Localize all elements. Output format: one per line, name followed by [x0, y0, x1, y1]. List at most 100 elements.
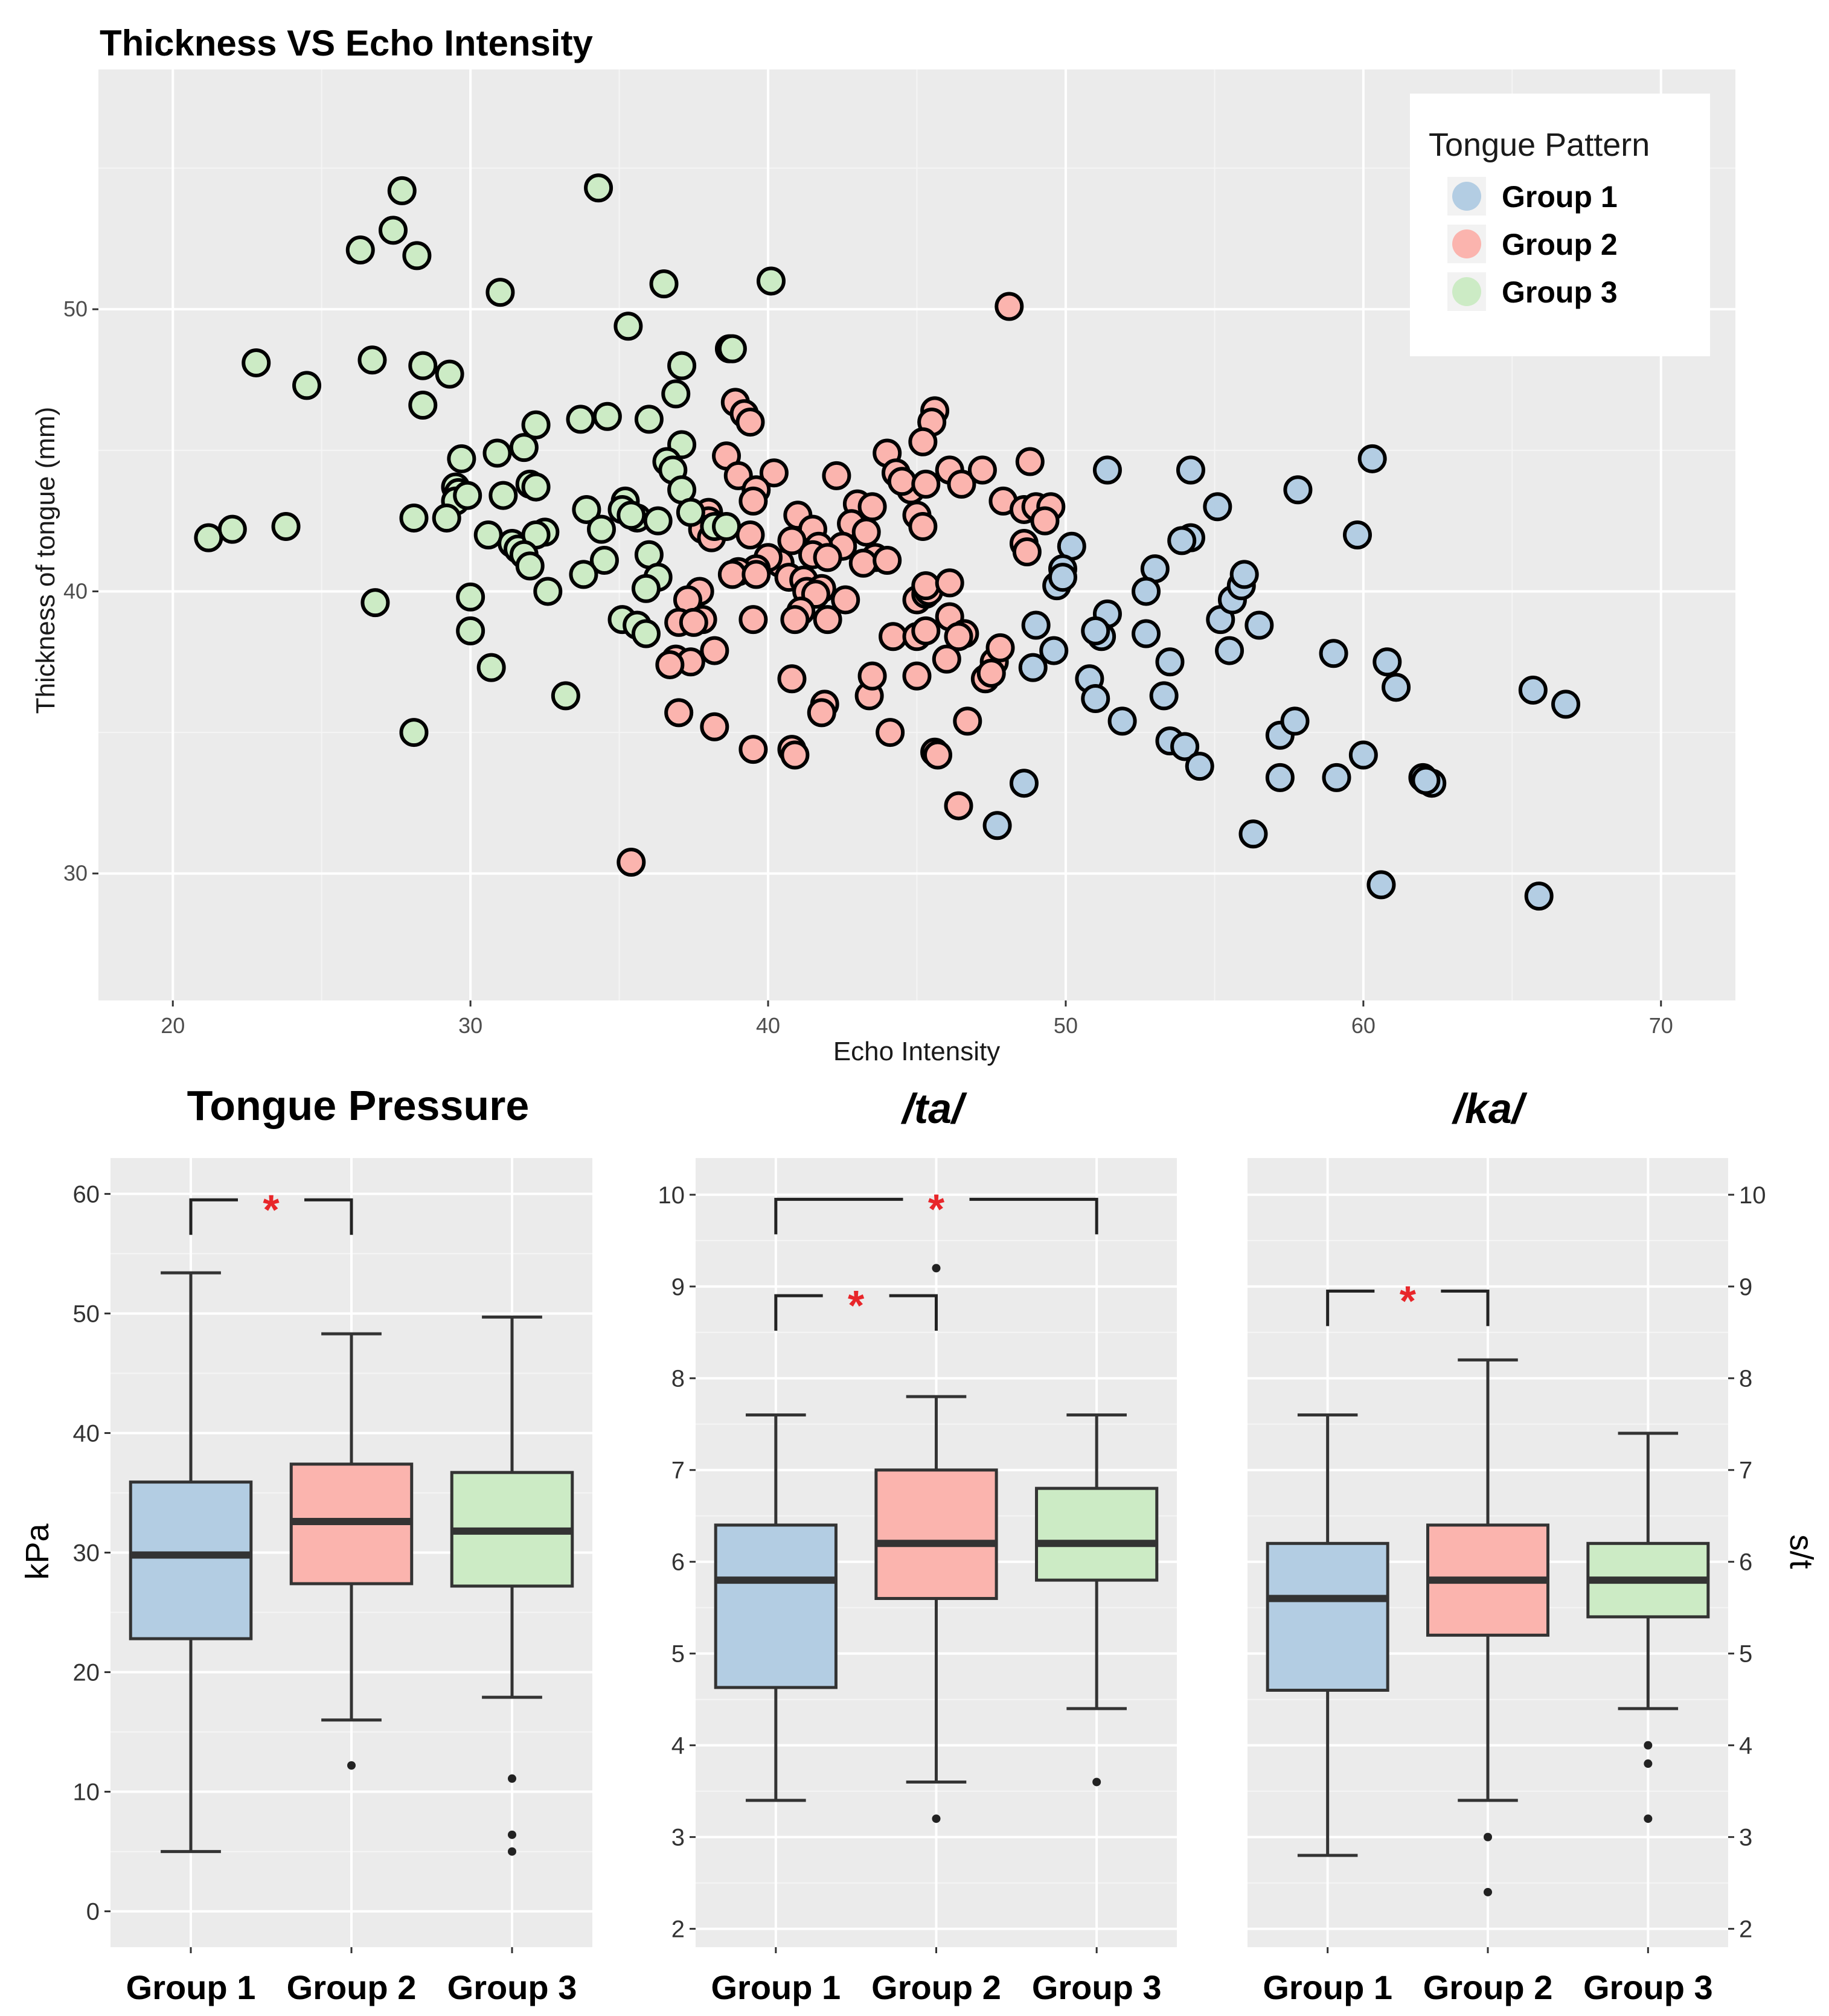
point-group-1 [1092, 455, 1122, 485]
outlier-point [932, 1264, 941, 1273]
point-group-3 [360, 588, 390, 618]
point-group-2 [908, 427, 938, 456]
significance-asterisk: * [1400, 1277, 1417, 1324]
iqr-box [714, 1523, 838, 1689]
x-tick-label: 70 [1649, 1013, 1673, 1038]
outlier-point [1644, 1759, 1653, 1768]
point-group-3 [676, 498, 705, 527]
point-group-1 [1132, 619, 1161, 648]
x-tick-label: 30 [458, 1013, 482, 1038]
point-group-1 [1009, 769, 1039, 798]
point-group-2 [944, 622, 973, 651]
x-tick-label: Group 3 [1032, 1968, 1162, 2006]
x-tick-label: 40 [756, 1013, 780, 1038]
y-tick-label: 2 [1739, 1916, 1752, 1943]
point-group-2 [831, 585, 860, 615]
point-group-2 [780, 605, 810, 635]
point-group-3 [476, 653, 506, 682]
bracket-right [304, 1198, 353, 1235]
bracket-right [1441, 1289, 1490, 1326]
outlier-point [508, 1774, 516, 1783]
x-tick-label: Group 3 [1583, 1968, 1713, 2006]
point-group-2 [944, 791, 973, 821]
y-tick-label: 2 [671, 1916, 685, 1943]
y-tick-label: 50 [73, 1301, 100, 1327]
outlier-point [1484, 1832, 1492, 1842]
box-group-2 [1426, 1358, 1549, 1896]
point-group-3 [521, 472, 551, 502]
y-tick-label: 4 [1739, 1733, 1752, 1759]
x-tick-label: Group 1 [711, 1968, 841, 2006]
point-group-3 [408, 391, 438, 420]
legend-items: Group 1 Group 2 Group 3 [1447, 177, 1618, 311]
point-group-3 [292, 371, 322, 400]
scatter-y-axis-label: Thickness of tongue (mm) [31, 407, 60, 714]
point-group-2 [923, 740, 953, 770]
point-group-3 [242, 348, 271, 377]
x-tick-label: Group 3 [447, 1968, 577, 2006]
point-group-1 [1167, 526, 1197, 555]
point-group-3 [667, 351, 697, 380]
point-group-2 [1030, 506, 1060, 536]
legend-label-3: Group 3 [1502, 275, 1618, 309]
bracket-right [889, 1294, 938, 1331]
scatter-legend: Tongue Pattern Group 1 Group 2 Group 3 [1410, 94, 1710, 356]
point-group-3 [509, 433, 539, 462]
point-group-2 [700, 636, 729, 665]
iqr-box [129, 1480, 253, 1640]
y-tick-label: 7 [671, 1458, 685, 1484]
point-group-1 [1348, 740, 1378, 770]
x-tick-label: Group 2 [287, 1968, 417, 2006]
point-group-3 [378, 216, 408, 245]
y-tick-label: 5 [671, 1641, 685, 1668]
point-group-3 [473, 520, 503, 549]
point-group-1 [1551, 690, 1581, 719]
legend-title: Tongue Pattern [1429, 127, 1650, 163]
point-group-1 [1373, 647, 1402, 677]
y-tick-label: 8 [671, 1366, 685, 1392]
point-group-2 [700, 712, 729, 741]
point-group-3 [643, 506, 673, 536]
point-group-1 [1107, 706, 1137, 736]
point-group-2 [911, 469, 941, 499]
point-group-2 [911, 616, 941, 645]
significance-asterisk: * [263, 1186, 280, 1233]
scatter-x-axis-label: Echo Intensity [833, 1037, 1000, 1066]
box-group-2 [289, 1332, 414, 1770]
point-group-2 [935, 568, 964, 598]
y-tick-label: 3 [671, 1825, 685, 1851]
point-group-3 [661, 379, 691, 409]
point-group-3 [488, 481, 518, 510]
y-tick-label: 5 [1739, 1641, 1752, 1668]
point-group-1 [1132, 577, 1161, 606]
bracket-right [969, 1197, 1098, 1235]
point-group-2 [911, 571, 941, 601]
point-group-1 [1081, 684, 1110, 714]
point-group-2 [679, 607, 708, 637]
point-group-2 [738, 605, 768, 635]
ka-y-axis-label: s/t [1783, 1534, 1819, 1569]
iqr-box [874, 1468, 998, 1600]
point-group-3 [756, 266, 786, 296]
tongue-pressure-title: Tongue Pressure [187, 1082, 530, 1129]
y-tick-label: 9 [671, 1274, 685, 1301]
point-group-1 [1229, 560, 1259, 589]
box-group-2 [874, 1264, 998, 1823]
point-group-1 [1244, 610, 1274, 640]
x-tick-label: 20 [161, 1013, 185, 1038]
outlier-point [347, 1761, 356, 1770]
box-group-3 [1586, 1432, 1710, 1823]
point-group-2 [780, 740, 810, 770]
point-group-2 [908, 511, 938, 541]
scatter-points [194, 173, 1581, 911]
point-group-2 [738, 735, 768, 764]
point-group-2 [879, 622, 908, 651]
tongue-pressure-panel: Tongue Pressure kPa 0 10 20 30 40 50 60 Group 1… [19, 1082, 592, 2006]
y-tick-label: 6 [671, 1549, 685, 1576]
point-group-3 [533, 577, 563, 606]
point-group-1 [1411, 766, 1441, 795]
y-tick-label: 50 [63, 296, 88, 321]
y-tick-label: 10 [658, 1182, 685, 1209]
point-group-1 [1382, 673, 1411, 702]
outlier-point [508, 1847, 516, 1856]
